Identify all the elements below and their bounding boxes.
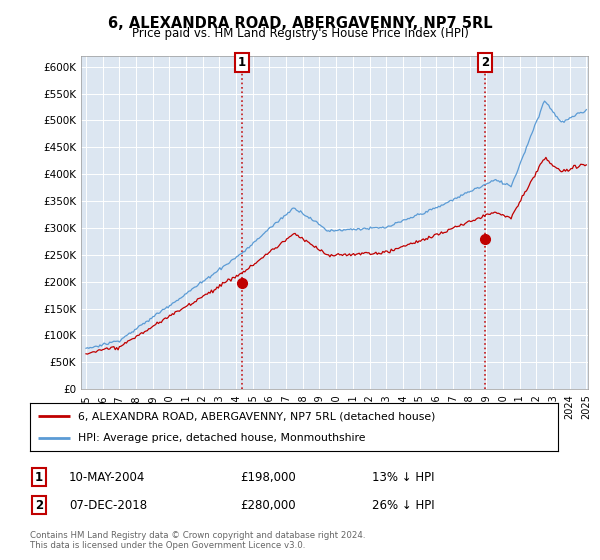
Text: Contains HM Land Registry data © Crown copyright and database right 2024.
This d: Contains HM Land Registry data © Crown c… bbox=[30, 531, 365, 550]
Text: 10-MAY-2004: 10-MAY-2004 bbox=[69, 470, 145, 484]
Text: HPI: Average price, detached house, Monmouthshire: HPI: Average price, detached house, Monm… bbox=[77, 433, 365, 443]
Text: Price paid vs. HM Land Registry's House Price Index (HPI): Price paid vs. HM Land Registry's House … bbox=[131, 27, 469, 40]
Text: 6, ALEXANDRA ROAD, ABERGAVENNY, NP7 5RL: 6, ALEXANDRA ROAD, ABERGAVENNY, NP7 5RL bbox=[107, 16, 493, 31]
Text: £198,000: £198,000 bbox=[240, 470, 296, 484]
Text: 1: 1 bbox=[35, 470, 43, 484]
Text: 26% ↓ HPI: 26% ↓ HPI bbox=[372, 498, 434, 512]
Text: £280,000: £280,000 bbox=[240, 498, 296, 512]
Text: 6, ALEXANDRA ROAD, ABERGAVENNY, NP7 5RL (detached house): 6, ALEXANDRA ROAD, ABERGAVENNY, NP7 5RL … bbox=[77, 411, 435, 421]
Text: 07-DEC-2018: 07-DEC-2018 bbox=[69, 498, 147, 512]
Text: 1: 1 bbox=[238, 56, 246, 69]
Text: 2: 2 bbox=[481, 56, 489, 69]
Text: 2: 2 bbox=[35, 498, 43, 512]
Text: 13% ↓ HPI: 13% ↓ HPI bbox=[372, 470, 434, 484]
